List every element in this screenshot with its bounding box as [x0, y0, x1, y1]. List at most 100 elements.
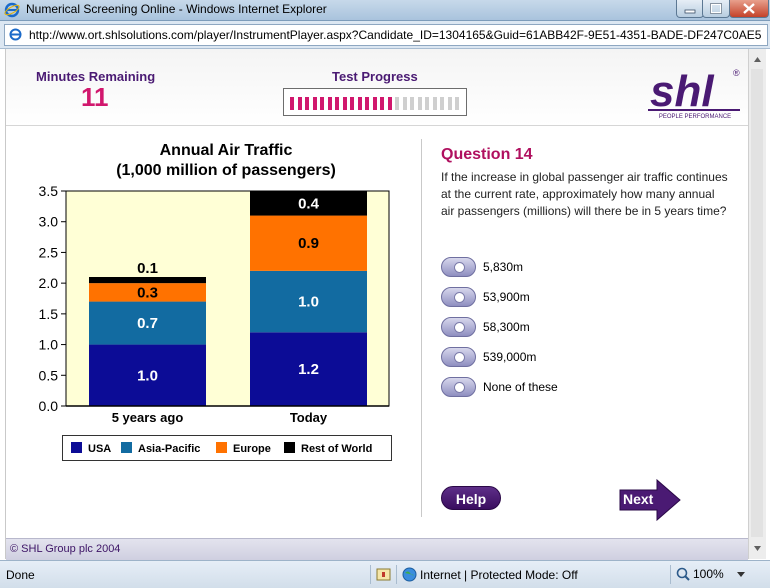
- address-url: http://www.ort.shlsolutions.com/player/I…: [29, 28, 762, 42]
- radio-dot: [454, 292, 465, 303]
- x-tick-label: 5 years ago: [112, 410, 184, 425]
- y-tick-label: 3.5: [39, 183, 59, 199]
- chart-legend: USA Asia-Pacific Europe Rest of World: [62, 435, 392, 461]
- bar-europe: [89, 283, 206, 302]
- progress-segment: [320, 97, 324, 110]
- y-tick-label: 2.0: [39, 275, 59, 291]
- answer-label: 58,300m: [483, 320, 530, 334]
- radio-button[interactable]: [441, 317, 476, 337]
- radio-dot: [454, 262, 465, 273]
- security-warning-icon[interactable]: [376, 567, 392, 583]
- data-label: 0.9: [298, 235, 319, 252]
- page-footer: © SHL Group plc 2004: [6, 538, 748, 560]
- data-label: 1.2: [298, 361, 319, 378]
- legend-label: Europe: [233, 443, 271, 455]
- progress-segment: [410, 97, 414, 110]
- radio-button[interactable]: [441, 287, 476, 307]
- close-button[interactable]: [729, 0, 769, 18]
- answer-label: None of these: [483, 380, 558, 394]
- progress-segment: [365, 97, 369, 110]
- scroll-up-icon[interactable]: [749, 51, 766, 68]
- radio-dot: [454, 352, 465, 363]
- answer-label: 539,000m: [483, 350, 537, 364]
- progress-segment: [335, 97, 339, 110]
- radio-button[interactable]: [441, 257, 476, 277]
- progress-segment: [455, 97, 459, 110]
- minimize-button[interactable]: [676, 0, 704, 18]
- logo-tagline: PEOPLE PERFORMANCE: [659, 114, 731, 120]
- y-tick-label: 1.0: [39, 337, 59, 353]
- y-tick-label: 2.5: [39, 244, 59, 260]
- progress-segment: [440, 97, 444, 110]
- zoom-level[interactable]: 100%: [693, 567, 724, 581]
- legend-item: Asia-Pacific: [121, 442, 200, 455]
- progress-segment: [357, 97, 362, 110]
- status-divider: [370, 565, 371, 584]
- y-tick-label: 1.5: [39, 306, 59, 322]
- progress-segment: [342, 97, 347, 110]
- data-label: 0.3: [137, 284, 158, 301]
- progress-segment: [327, 97, 332, 110]
- status-bar: Done Internet | Protected Mode: Off 100%: [0, 560, 770, 588]
- page-content: Minutes Remaining 11 Test Progress shl ®…: [5, 49, 748, 560]
- progress-segment: [432, 97, 437, 110]
- next-arrow-icon: [619, 478, 681, 522]
- data-label: 0.4: [298, 195, 320, 212]
- chart-title-line2: (1,000 million of passengers): [116, 162, 336, 179]
- scrollbar-track[interactable]: [751, 69, 763, 537]
- scroll-down-icon[interactable]: [749, 540, 766, 557]
- progress-label: Test Progress: [332, 69, 418, 84]
- maximize-button[interactable]: [702, 0, 730, 18]
- legend-item: USA: [71, 442, 111, 455]
- bar-europe: [250, 215, 367, 271]
- legend-label: Asia-Pacific: [138, 443, 201, 455]
- progress-segment: [425, 97, 429, 110]
- progress-segment: [312, 97, 317, 110]
- test-header: Minutes Remaining 11 Test Progress shl ®…: [6, 49, 748, 126]
- next-button[interactable]: Next: [619, 478, 681, 522]
- chart-title: Annual Air Traffic (1,000 million of pas…: [66, 141, 386, 181]
- progress-segment: [305, 97, 309, 110]
- logo-text: shl: [650, 67, 714, 116]
- legend-item: Europe: [216, 442, 271, 455]
- copyright-text: © SHL Group plc 2004: [10, 543, 121, 555]
- question-title: Question 14: [441, 146, 533, 163]
- logo-mark: ®: [733, 68, 740, 78]
- help-button[interactable]: Help: [441, 486, 501, 510]
- test-progress-bar: [283, 88, 467, 116]
- radio-dot: [454, 382, 465, 393]
- next-label: Next: [623, 491, 654, 507]
- progress-segment: [402, 97, 407, 110]
- legend-label: USA: [88, 443, 112, 455]
- chevron-down-icon[interactable]: [736, 571, 746, 579]
- legend-swatch: [284, 442, 295, 453]
- bar-asia-pacific: [89, 301, 206, 345]
- legend-swatch: [216, 442, 227, 453]
- data-label: 0.1: [137, 260, 158, 277]
- progress-segment: [297, 97, 302, 110]
- internet-globe-icon: [402, 567, 417, 582]
- progress-segment: [350, 97, 354, 110]
- data-label: 0.7: [137, 315, 158, 332]
- data-label: 1.0: [137, 367, 158, 384]
- bar-usa: [250, 332, 367, 406]
- vertical-scrollbar[interactable]: [748, 49, 766, 559]
- internet-explorer-icon: [4, 2, 20, 18]
- page-icon: [9, 28, 22, 41]
- zoom-icon[interactable]: [676, 567, 691, 582]
- progress-segment: [447, 97, 452, 110]
- bar-rest-of-world: [250, 191, 367, 216]
- radio-button[interactable]: [441, 347, 476, 367]
- y-tick-label: 0.0: [39, 398, 59, 414]
- x-tick-label: Today: [290, 410, 328, 425]
- stacked-bar-chart: 0.0 0.5 1.0 1.5 2.0 2.5 3.0 3.5 1.0 0.7 0.3 0.1 5 ye…: [39, 183, 390, 425]
- security-zone: Internet | Protected Mode: Off: [420, 568, 578, 582]
- legend-swatch: [121, 442, 132, 453]
- legend-label: Rest of World: [301, 443, 373, 455]
- address-field[interactable]: http://www.ort.shlsolutions.com/player/I…: [4, 24, 768, 46]
- radio-button[interactable]: [441, 377, 476, 397]
- window-title: Numerical Screening Online - Windows Int…: [26, 2, 327, 16]
- bar-asia-pacific: [250, 270, 367, 333]
- answer-label: 5,830m: [483, 260, 524, 274]
- chart-title-line1: Annual Air Traffic: [159, 142, 293, 159]
